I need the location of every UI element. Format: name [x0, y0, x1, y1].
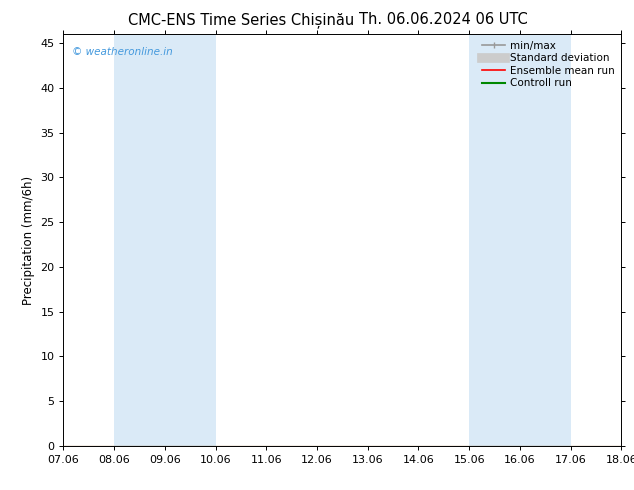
Bar	[114, 34, 216, 446]
Bar	[469, 34, 571, 446]
Text: Th. 06.06.2024 06 UTC: Th. 06.06.2024 06 UTC	[359, 12, 528, 27]
Legend: min/max, Standard deviation, Ensemble mean run, Controll run: min/max, Standard deviation, Ensemble me…	[478, 36, 619, 93]
Text: CMC-ENS Time Series Chișinău: CMC-ENS Time Series Chișinău	[128, 12, 354, 28]
Text: © weatheronline.in: © weatheronline.in	[72, 47, 172, 57]
Y-axis label: Precipitation (mm/6h): Precipitation (mm/6h)	[22, 175, 35, 305]
